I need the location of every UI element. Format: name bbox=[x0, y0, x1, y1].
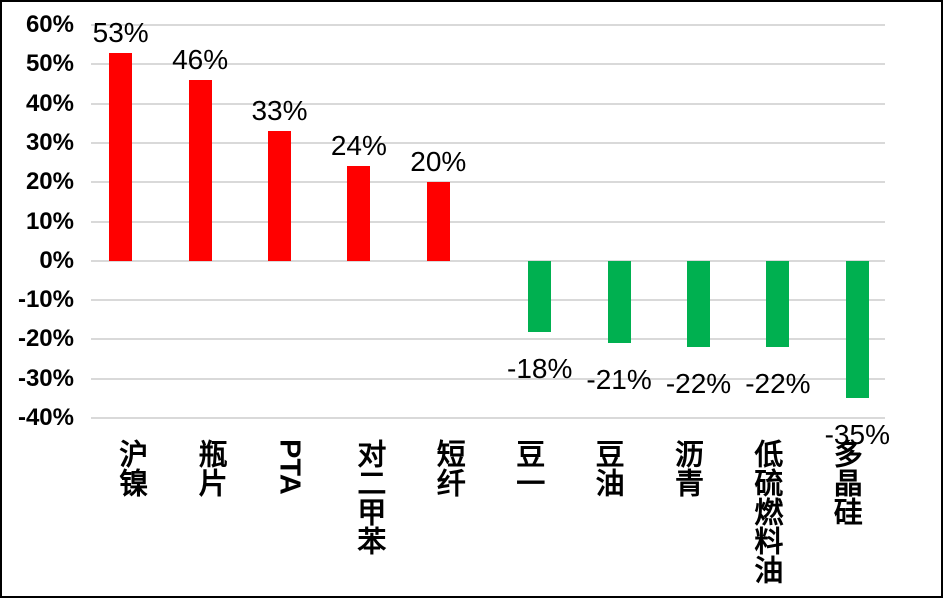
value-label: 20% bbox=[410, 146, 467, 178]
y-axis-tick-label: 30% bbox=[25, 128, 74, 156]
category-label: 豆油 bbox=[591, 439, 624, 497]
gridline bbox=[91, 102, 885, 105]
bar-7 bbox=[687, 260, 710, 348]
category-label: 瓶片 bbox=[194, 439, 227, 497]
gridline bbox=[91, 299, 885, 302]
bar-4 bbox=[426, 182, 450, 261]
y-axis-tick-label: 10% bbox=[25, 207, 74, 235]
gridline bbox=[91, 141, 885, 144]
gridline bbox=[91, 417, 885, 419]
y-axis-tick-label: -10% bbox=[17, 286, 74, 314]
gridline bbox=[91, 24, 885, 26]
value-label: -22% bbox=[745, 368, 811, 400]
bar-0 bbox=[109, 52, 133, 261]
y-axis-tick-label: -30% bbox=[17, 364, 74, 392]
value-label: -18% bbox=[507, 352, 573, 384]
value-label: -35% bbox=[824, 419, 890, 451]
category-label: 沥青 bbox=[670, 439, 703, 497]
y-axis-tick-label: 50% bbox=[25, 50, 74, 78]
bar-5 bbox=[528, 260, 552, 332]
bar-1 bbox=[188, 80, 212, 261]
gridline bbox=[91, 377, 885, 380]
y-axis-tick-label: 40% bbox=[25, 89, 74, 117]
y-axis-tick-label: 60% bbox=[25, 11, 74, 38]
gridline bbox=[91, 259, 885, 262]
value-label: 53% bbox=[92, 16, 149, 48]
gridline bbox=[91, 338, 885, 341]
bar-2 bbox=[268, 131, 291, 261]
value-label: 46% bbox=[172, 44, 229, 76]
y-axis-tick-label: 20% bbox=[25, 168, 74, 196]
value-label: -22% bbox=[665, 368, 732, 400]
bar-9 bbox=[845, 260, 869, 399]
category-label: 对二甲苯 bbox=[352, 439, 385, 555]
category-label: 沪镍 bbox=[114, 439, 147, 497]
category-label: PTA bbox=[273, 439, 306, 495]
bar-8 bbox=[766, 260, 790, 348]
value-label: 24% bbox=[330, 130, 387, 162]
category-label: 低硫燃料油 bbox=[749, 439, 782, 584]
category-label: 多晶硅 bbox=[829, 439, 862, 526]
category-label: 豆一 bbox=[511, 439, 544, 497]
value-label: -21% bbox=[586, 364, 652, 396]
y-axis-tick-label: 0% bbox=[39, 246, 74, 274]
value-label: 33% bbox=[251, 95, 308, 127]
y-axis-tick-label: -20% bbox=[17, 325, 74, 353]
category-label: 短纤 bbox=[432, 439, 465, 497]
gridline bbox=[91, 181, 885, 184]
bar-6 bbox=[607, 260, 631, 344]
gridline bbox=[91, 63, 885, 66]
y-axis-tick-label: -40% bbox=[17, 404, 74, 431]
bar-3 bbox=[347, 166, 371, 261]
gridline bbox=[91, 220, 885, 223]
